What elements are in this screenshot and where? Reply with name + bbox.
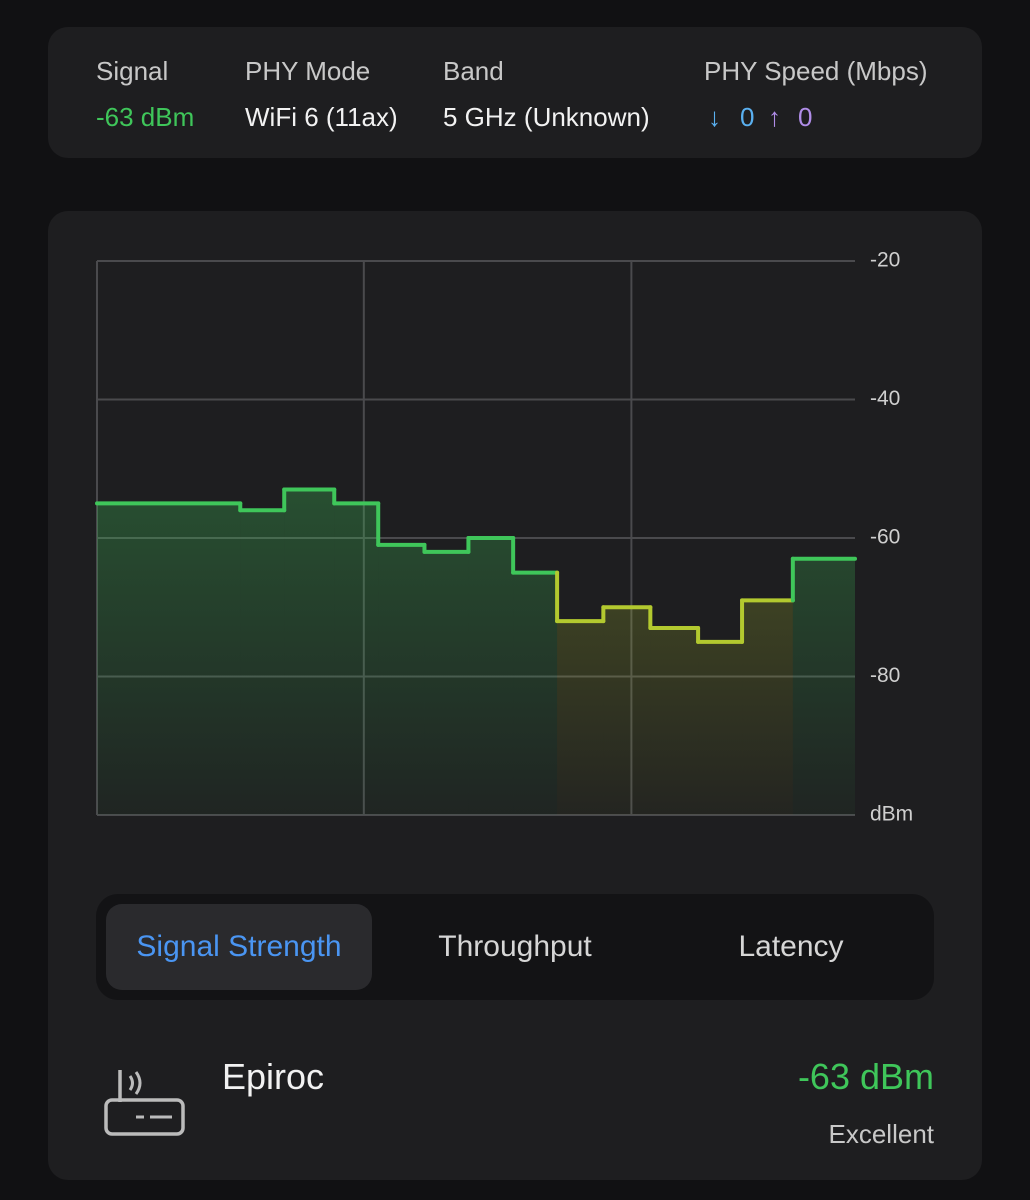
area-segment — [378, 544, 425, 815]
value: 0 — [740, 102, 755, 132]
y-tick-label: -80 — [870, 664, 900, 687]
tab[interactable]: Throughput — [438, 930, 592, 963]
value: -63 dBm — [96, 102, 195, 132]
area-segment — [97, 503, 241, 815]
value: 5 GHz (Unknown) — [443, 102, 650, 132]
y-tick-label: -20 — [870, 249, 900, 272]
label: PHY Speed (Mbps) — [704, 56, 928, 86]
down-arrow: ↓ — [708, 102, 721, 132]
label: Band — [443, 56, 504, 86]
network-quality: Excellent — [828, 1119, 935, 1149]
area-segment — [513, 572, 558, 815]
area-segment — [284, 489, 335, 815]
area-segment — [698, 641, 743, 815]
network-signal: -63 dBm — [797, 1056, 934, 1097]
up-arrow: ↑ — [768, 102, 781, 132]
y-tick-label: dBm — [870, 803, 913, 826]
area-segment — [240, 510, 285, 815]
info-card — [48, 27, 982, 158]
tab[interactable]: Latency — [738, 930, 844, 963]
area-segment — [334, 503, 379, 815]
y-tick-label: -40 — [870, 387, 900, 410]
area-segment — [424, 551, 469, 815]
area-segment — [650, 628, 699, 815]
tab-bar: Signal Strength Throughput Latency — [96, 894, 934, 1000]
label: PHY Mode — [245, 56, 371, 86]
chart: -20 -40 -60 -80 dBm — [95, 249, 913, 826]
area-segment — [742, 600, 793, 815]
value: 0 — [798, 102, 813, 132]
tab[interactable]: Signal Strength — [106, 904, 372, 990]
value: WiFi 6 (11ax) — [245, 102, 398, 132]
area-segment — [603, 607, 651, 815]
router-icon — [104, 1070, 185, 1136]
area-segment — [468, 538, 514, 815]
area-segment — [557, 621, 604, 815]
network-name: Epiroc — [222, 1056, 325, 1097]
area-segment — [792, 558, 855, 815]
y-tick-label: -60 — [870, 526, 900, 549]
label: Signal — [96, 56, 169, 86]
